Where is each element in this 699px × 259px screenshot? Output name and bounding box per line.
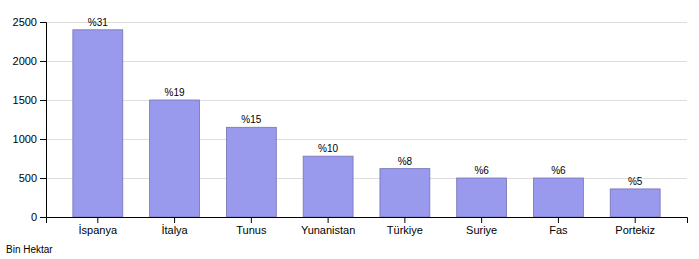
y-tick: 2000 [13,55,46,67]
x-tick-mark [481,217,482,223]
x-tick-label: Suriye [466,224,497,236]
y-tick: 2500 [13,16,46,28]
axis-line [47,218,688,224]
annotation: %5 [628,176,643,187]
x-tick: Türkiye [387,217,423,236]
y-tick-label: 500 [19,172,37,184]
y-tick: 1500 [13,94,46,106]
x-tick-mark [404,217,405,223]
x-tick-mark [97,217,98,223]
x-axis: İspanya İtalya Tunus Yunanistan Türkiye Suriy… [47,217,688,236]
y-tick-mark [40,100,46,101]
x-tick: İtalya [161,217,188,236]
y-tick-mark [40,178,46,179]
y-tick-mark [40,217,46,218]
chart-container: 0 500 1000 1500 2000 2500 İspanya İtalya Tunus Yu… [0,0,699,259]
annotation: %19 [165,87,185,98]
grid-line [46,22,687,23]
y-tick-label: 1000 [13,133,37,145]
x-tick-mark [174,217,175,223]
bar [73,30,123,217]
y-tick-mark [40,139,46,140]
x-tick-mark [251,217,252,223]
y-tick-label: 2000 [13,55,37,67]
grid-tick [46,61,687,62]
x-tick: Yunanistan [301,217,355,236]
annotation: %6 [551,165,566,176]
x-tick-label: İspanya [79,224,118,236]
y-tick-label: 0 [31,211,37,223]
grid-tick [46,100,687,101]
y-axis: 0 500 1000 1500 2000 2500 [13,16,47,223]
grid-tick [46,178,687,179]
annotation: %15 [241,114,261,125]
bar [380,169,430,217]
grid-line [46,139,687,140]
grid-tick [46,22,687,23]
x-tick-label: Tunus [236,224,267,236]
bar [610,189,660,217]
y-tick-label: 1500 [13,94,37,106]
bar [457,178,507,217]
annotation: %10 [318,143,338,154]
x-tick-mark [328,217,329,223]
y-tick: 1000 [13,133,46,145]
grid-line [46,178,687,179]
x-tick: Fas [549,217,568,236]
grid-line [46,100,687,101]
annotation: %6 [474,165,489,176]
axis-line [40,23,47,218]
x-tick-label: Türkiye [387,224,423,236]
x-tick-label: Fas [549,224,568,236]
bar [303,156,353,217]
x-tick-label: Yunanistan [301,224,355,236]
x-tick-mark [635,217,636,223]
x-tick: İspanya [79,217,118,236]
y-tick: 500 [19,172,46,184]
bar [150,100,200,217]
bar [533,178,583,217]
y-tick-mark [40,61,46,62]
x-tick-label: Portekiz [615,224,655,236]
x-tick-label: İtalya [161,224,188,236]
chart-svg: 0 500 1000 1500 2000 2500 İspanya İtalya Tunus Yu… [0,0,699,259]
y-tick-label: 2500 [13,16,37,28]
annotation: %31 [88,17,108,28]
plot-area: 0 500 1000 1500 2000 2500 İspanya İtalya Tunus Yu… [13,16,688,236]
y-tick-mark [40,22,46,23]
grid-tick [46,139,687,140]
bar [226,127,276,217]
grid-line [46,61,687,62]
y-axis-label: Bin Hektar [6,244,53,255]
x-tick: Suriye [466,217,497,236]
x-tick: Portekiz [615,217,655,236]
x-tick-mark [558,217,559,223]
grid [46,23,687,218]
bars [73,30,660,217]
y-tick: 0 [31,211,46,223]
annotation: %8 [398,156,413,167]
annotations: %31 %19 %15 %10 %8 %6 %6 %5 [88,17,643,187]
x-tick: Tunus [236,217,267,236]
